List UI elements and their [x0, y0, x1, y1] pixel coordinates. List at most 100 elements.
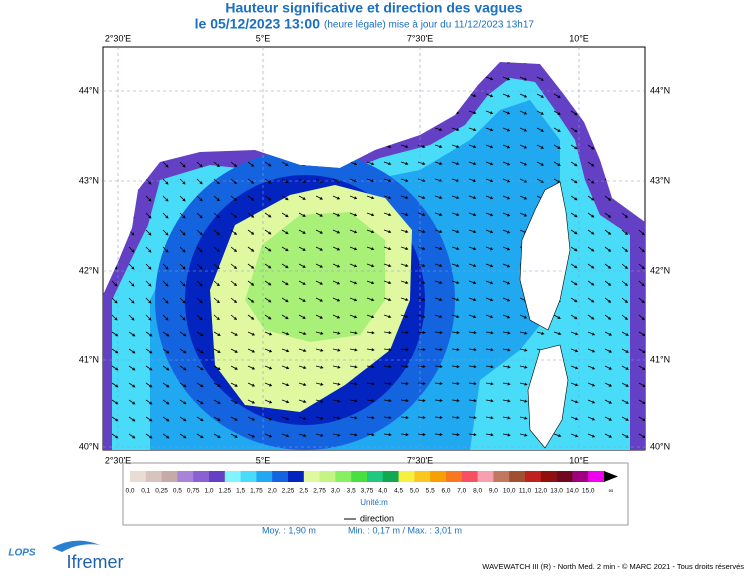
- direction-arrow: [213, 382, 221, 387]
- color-label: 2,25: [282, 488, 295, 495]
- direction-arrow: [247, 297, 255, 303]
- direction-arrow: [400, 364, 409, 369]
- color-label: 5,0: [410, 488, 419, 495]
- direction-arrow: [264, 382, 273, 387]
- direction-arrow: [264, 331, 273, 336]
- direction-arrow: [502, 178, 511, 183]
- direction-arrow: [638, 365, 645, 370]
- direction-arrow: [128, 382, 136, 388]
- direction-arrow: [264, 365, 273, 370]
- direction-arrow: [604, 331, 613, 336]
- direction-arrow: [298, 212, 306, 217]
- direction-arrow: [485, 93, 494, 98]
- direction-arrow: [400, 144, 409, 148]
- direction-arrow: [264, 229, 272, 235]
- direction-arrow: [145, 212, 152, 219]
- color-label: 1,75: [250, 488, 263, 495]
- color-swatch: [209, 471, 226, 482]
- color-swatch: [351, 471, 368, 482]
- color-swatch: [477, 471, 494, 482]
- direction-arrow: [264, 195, 272, 201]
- direction-arrow: [519, 416, 528, 420]
- direction-arrow: [451, 331, 460, 335]
- color-swatch: [461, 471, 478, 482]
- direction-arrow: [502, 144, 511, 149]
- lon-label-bottom: 10°E: [569, 455, 589, 465]
- direction-arrow: [519, 348, 528, 352]
- direction-arrow: [145, 365, 153, 371]
- direction-arrow: [264, 161, 272, 167]
- direction-arrow: [349, 365, 358, 369]
- direction-arrow: [519, 127, 528, 132]
- mean: Moy. : 1,90 m: [262, 525, 316, 535]
- direction-arrow: [638, 348, 645, 353]
- direction-arrow: [570, 212, 578, 218]
- color-label: 2,5: [299, 488, 308, 495]
- direction-arrow: [519, 76, 528, 81]
- direction-arrow: [434, 246, 443, 250]
- direction-arrow: [485, 416, 494, 420]
- direction-arrow: [621, 212, 629, 219]
- direction-arrow: [298, 416, 307, 420]
- direction-arrow: [400, 330, 409, 335]
- direction-arrow: [315, 314, 324, 319]
- direction-arrow: [502, 76, 511, 81]
- direction-arrow: [383, 263, 392, 268]
- direction-arrow: [587, 161, 595, 167]
- color-label: 8,0: [473, 488, 482, 495]
- lat-label-right: 40°N: [650, 441, 670, 451]
- color-swatch: [556, 471, 573, 482]
- direction-arrow: [468, 110, 477, 115]
- direction-arrow: [638, 416, 645, 421]
- direction-arrow: [111, 348, 119, 354]
- color-label: 6,0: [441, 488, 450, 495]
- color-swatch: [177, 471, 194, 482]
- direction-arrow: [230, 433, 238, 438]
- color-label: 3,5: [347, 488, 356, 495]
- direction-arrow: [230, 212, 238, 218]
- direction-arrow: [332, 178, 341, 183]
- direction-arrow: [434, 432, 443, 437]
- direction-arrow: [128, 365, 136, 371]
- direction-arrow: [451, 433, 460, 437]
- direction-arrow: [468, 314, 477, 319]
- direction-arrow: [179, 280, 186, 287]
- direction-arrow: [604, 348, 613, 353]
- credits: WAVEWATCH III (R) - North Med. 2 min - ©…: [482, 562, 744, 571]
- direction-arrow: [179, 161, 186, 168]
- direction-arrow: [179, 297, 186, 304]
- update-note: (heure légale) mise à jour du 11/12/2023…: [324, 20, 534, 31]
- direction-arrow: [468, 212, 477, 217]
- direction-arrow: [638, 382, 645, 387]
- direction-arrow: [451, 127, 460, 132]
- direction-arrow: [230, 280, 238, 286]
- direction-arrow: [315, 195, 324, 200]
- direction-arrow: [621, 263, 629, 270]
- direction-arrow: [298, 246, 306, 251]
- direction-arrow: [417, 398, 426, 403]
- direction-arrow: [519, 212, 528, 217]
- direction-arrow: [417, 229, 426, 233]
- direction-arrow: [264, 297, 272, 303]
- direction-arrow: [247, 195, 255, 201]
- direction-arrow: [281, 399, 290, 404]
- direction-arrow: [502, 195, 511, 200]
- direction-arrow: [434, 398, 443, 403]
- direction-arrow: [417, 330, 426, 335]
- direction-arrow: [587, 280, 595, 286]
- direction-arrow: [434, 347, 443, 352]
- direction-arrow: [502, 127, 511, 132]
- direction-arrow: [349, 382, 358, 386]
- direction-arrow: [281, 348, 290, 353]
- direction-arrow: [417, 381, 426, 386]
- direction-arrow: [383, 416, 392, 420]
- direction-arrow: [604, 365, 613, 370]
- direction-arrow: [349, 297, 358, 302]
- direction-arrow: [145, 246, 152, 253]
- direction-arrow: [179, 212, 186, 219]
- color-swatch: [398, 471, 415, 482]
- direction-arrow: [451, 246, 460, 251]
- direction-arrow: [264, 399, 273, 404]
- direction-arrow: [281, 416, 290, 421]
- direction-arrow: [485, 331, 494, 335]
